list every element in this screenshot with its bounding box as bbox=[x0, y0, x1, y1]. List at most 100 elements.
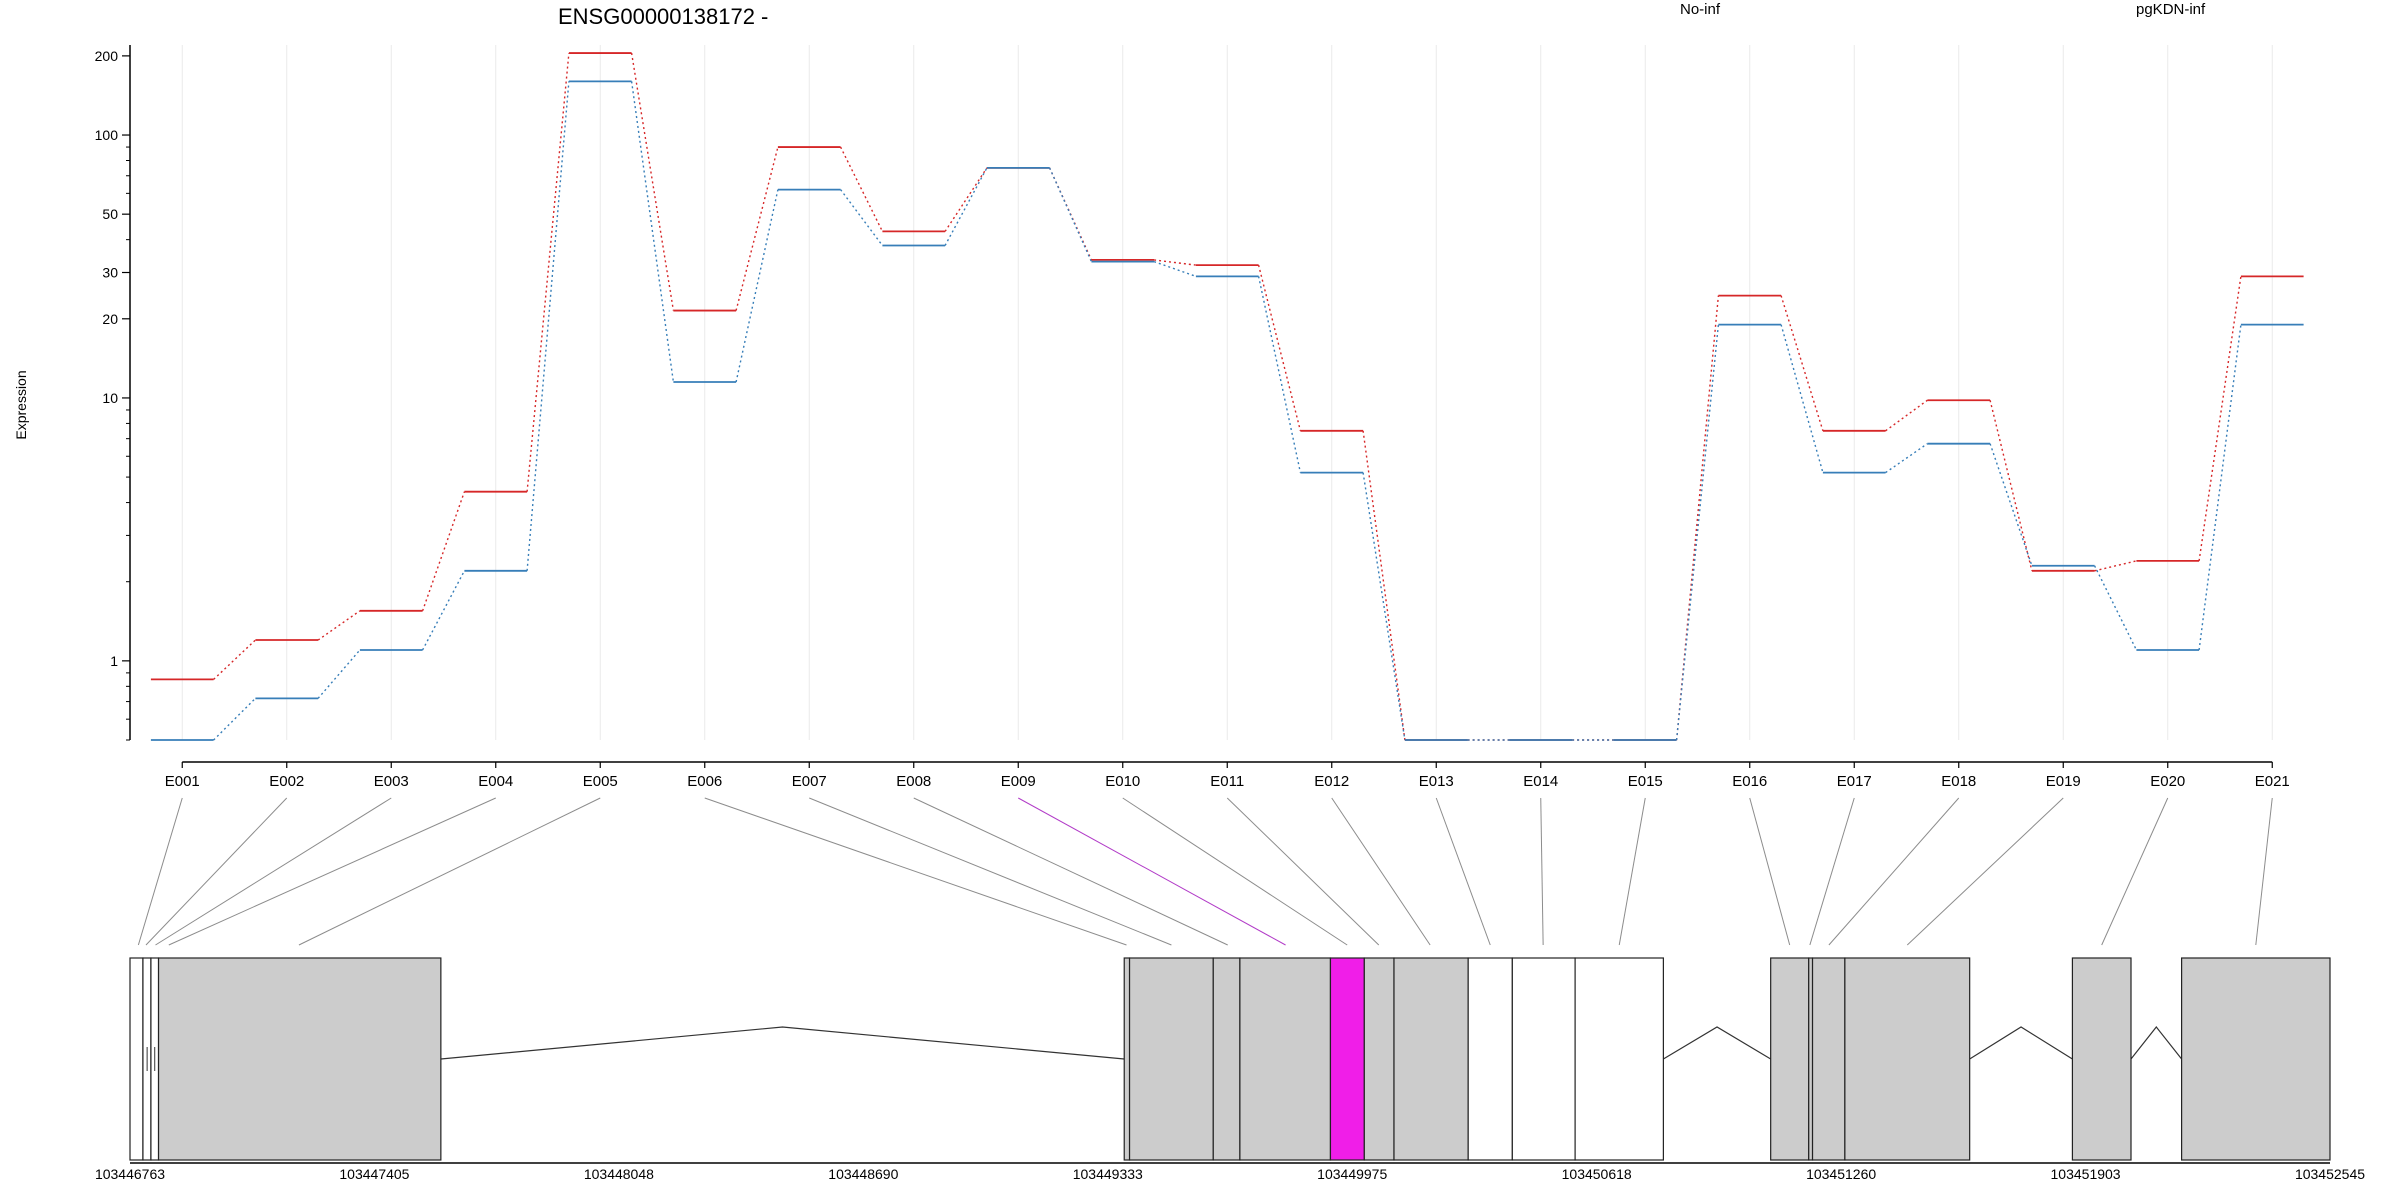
exon-label: E020 bbox=[2150, 773, 2185, 790]
genomic-coordinate-label: 103449975 bbox=[1317, 1166, 1387, 1182]
exon-box bbox=[1123, 957, 1131, 1161]
series-connector bbox=[1362, 472, 1406, 741]
genomic-coordinate-label: 103447405 bbox=[339, 1166, 409, 1182]
series-connector bbox=[1675, 295, 1720, 741]
exon-box bbox=[1239, 957, 1332, 1161]
y-axis-label: Expression bbox=[13, 370, 29, 439]
exon-label: E021 bbox=[2255, 773, 2290, 790]
series-connector bbox=[1989, 443, 2033, 566]
exon-label: E001 bbox=[165, 773, 200, 790]
exon-connector bbox=[1435, 797, 1491, 946]
axes bbox=[129, 45, 2273, 763]
exon-box bbox=[129, 957, 144, 1161]
gene-model bbox=[129, 957, 2331, 1161]
series-connector bbox=[421, 570, 466, 651]
y-tick-label: 30 bbox=[102, 264, 118, 280]
exon-connector bbox=[1809, 797, 1855, 946]
exon-connector bbox=[1749, 797, 1791, 946]
exon-box bbox=[1467, 957, 1513, 1161]
series-connector bbox=[1989, 400, 2033, 571]
intron bbox=[440, 1026, 1125, 1060]
series-connector bbox=[213, 639, 256, 680]
exon-box bbox=[1212, 957, 1241, 1161]
series-connector bbox=[840, 189, 883, 246]
chart-title: ENSG00000138172 - bbox=[558, 4, 768, 29]
legend-no-inf: No-inf bbox=[1680, 1, 1721, 18]
series-connector bbox=[2198, 324, 2242, 651]
exon-label: E013 bbox=[1419, 773, 1454, 790]
genomic-coordinate-label: 103452545 bbox=[2295, 1166, 2365, 1182]
exon-box bbox=[1329, 957, 1365, 1161]
exon-box bbox=[1128, 957, 1214, 1161]
series-connector bbox=[213, 697, 256, 741]
x-ticks: E001 E002 E003 E004 E005 E006 E007 E008 E009 E010… bbox=[165, 762, 2290, 790]
exon-label: E010 bbox=[1105, 773, 1140, 790]
exon-label: E005 bbox=[583, 773, 618, 790]
y-ticks: 1 10 20 30 50 100 200 bbox=[95, 48, 130, 741]
genomic-coordinate-label: 103448690 bbox=[828, 1166, 898, 1182]
series bbox=[150, 80, 2304, 741]
exon-connector bbox=[1618, 797, 1646, 946]
y-tick-label: 10 bbox=[102, 390, 118, 406]
series-connector bbox=[1048, 167, 1093, 262]
y-tick-label: 200 bbox=[95, 48, 119, 64]
exon-connector bbox=[1540, 797, 1544, 946]
series-connector bbox=[1675, 324, 1720, 741]
exon-box bbox=[1574, 957, 1664, 1161]
exon-label: E009 bbox=[1001, 773, 1036, 790]
exon-label: E007 bbox=[792, 773, 827, 790]
gridlines bbox=[181, 45, 2273, 740]
series-connector bbox=[944, 167, 988, 232]
series-connector bbox=[1780, 295, 1824, 431]
series-connector bbox=[2198, 276, 2242, 561]
series-connector bbox=[630, 52, 675, 311]
exon-connector bbox=[1226, 797, 1380, 946]
series-connector bbox=[317, 610, 361, 641]
series-connector bbox=[1362, 430, 1406, 741]
exon-box bbox=[2071, 957, 2132, 1161]
exon-connector bbox=[1122, 797, 1348, 946]
y-tick-label: 20 bbox=[102, 311, 118, 327]
exon-connector bbox=[168, 797, 496, 946]
genomic-coordinate-axis: 103446763 103447405 103448048 103448690 1034… bbox=[95, 1162, 2365, 1182]
genomic-coordinate-label: 103446763 bbox=[95, 1166, 165, 1182]
exon-connector bbox=[704, 797, 1127, 946]
genomic-coordinate-label: 103451260 bbox=[1806, 1166, 1876, 1182]
intron bbox=[2130, 1026, 2183, 1060]
exon-label: E014 bbox=[1523, 773, 1558, 790]
exon-box bbox=[1811, 957, 1846, 1161]
series-connector bbox=[526, 52, 570, 492]
series-connector bbox=[735, 146, 779, 311]
exon-box bbox=[1511, 957, 1576, 1161]
legend-pgkdn-inf: pgKDN-inf bbox=[2136, 1, 2206, 18]
exon-connector bbox=[1906, 797, 2064, 946]
exon-box bbox=[1393, 957, 1469, 1161]
series-connector bbox=[1780, 324, 1824, 473]
exon-label: E003 bbox=[374, 773, 409, 790]
exon-connector bbox=[809, 797, 1172, 946]
exon-connector bbox=[913, 797, 1228, 946]
exon-connector bbox=[155, 797, 392, 946]
series-connector bbox=[317, 649, 361, 699]
series-connector bbox=[944, 167, 988, 246]
genomic-coordinate-label: 103451903 bbox=[2051, 1166, 2121, 1182]
exon-label: E015 bbox=[1628, 773, 1663, 790]
series-connector bbox=[839, 146, 884, 232]
exon-label: E018 bbox=[1941, 773, 1976, 790]
series-connector bbox=[421, 491, 466, 612]
genomic-coordinate-label: 103448048 bbox=[584, 1166, 654, 1182]
exon-label: E004 bbox=[478, 773, 513, 790]
exon-label: E017 bbox=[1837, 773, 1872, 790]
exon-connector bbox=[298, 797, 601, 946]
series-lines bbox=[150, 52, 2304, 741]
exon-label: E016 bbox=[1732, 773, 1767, 790]
y-tick-label: 1 bbox=[110, 653, 118, 669]
exon-connector bbox=[137, 797, 183, 946]
exon-box bbox=[157, 957, 442, 1161]
exon-connector bbox=[2255, 797, 2273, 946]
exon-connector bbox=[1331, 797, 1431, 946]
series-connector bbox=[630, 81, 675, 383]
exon-connector bbox=[1018, 797, 1286, 946]
intron bbox=[1663, 1026, 1771, 1060]
